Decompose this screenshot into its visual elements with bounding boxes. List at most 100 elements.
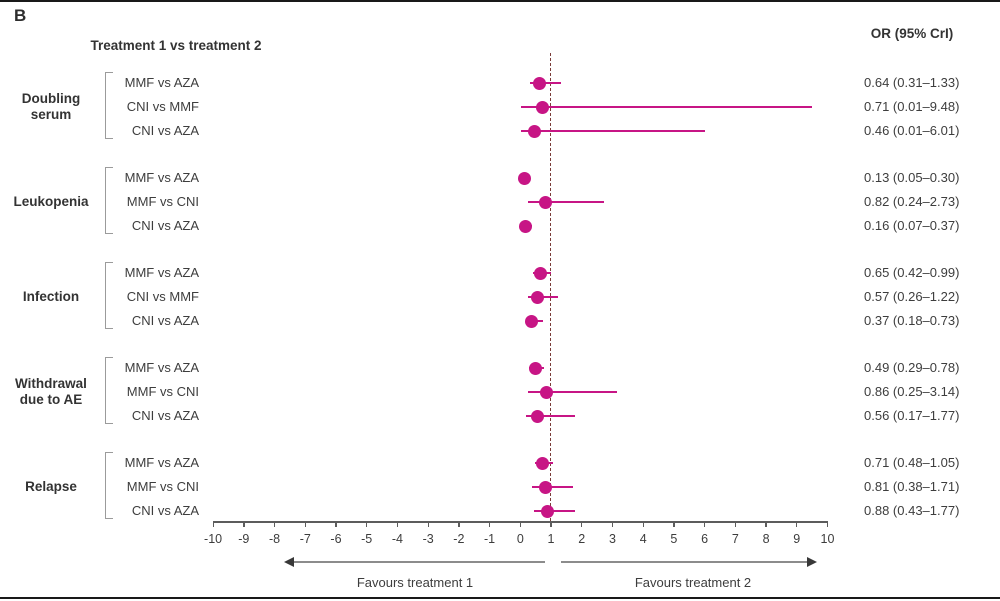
odds-ratio-point-marker xyxy=(517,171,531,185)
outcome-group-label: Infection xyxy=(22,289,80,304)
odds-ratio-point-marker xyxy=(531,290,545,304)
x-axis-tick xyxy=(488,521,491,527)
credible-interval-line xyxy=(525,415,575,417)
x-axis-tick-label: 10 xyxy=(820,532,835,546)
x-axis-tick-label: -7 xyxy=(299,532,311,546)
x-axis-tick xyxy=(335,521,337,527)
x-axis-tick xyxy=(243,521,245,527)
x-axis-tick-label: -2 xyxy=(453,532,465,546)
odds-ratio-point-marker xyxy=(527,124,541,138)
comparison-row-label: MMF vs AZA xyxy=(124,360,199,375)
odds-ratio-point-marker xyxy=(538,195,552,209)
comparison-row-label: CNI vs AZA xyxy=(131,218,199,233)
credible-interval-line xyxy=(520,106,812,108)
favours-right-arrow-line xyxy=(561,561,807,563)
comparison-row-label: MMF vs AZA xyxy=(124,265,199,280)
favours-left-arrowhead-icon xyxy=(284,557,294,567)
x-axis-tick xyxy=(642,521,644,527)
or-ci-value: 0.88 (0.43–1.77) xyxy=(864,503,960,518)
credible-interval-line xyxy=(527,201,605,203)
comparison-row-label: CNI vs AZA xyxy=(131,313,199,328)
x-axis-tick-label: -9 xyxy=(238,532,250,546)
or-ci-value: 0.64 (0.31–1.33) xyxy=(864,75,960,90)
or-ci-value: 0.56 (0.17–1.77) xyxy=(864,408,960,423)
comparison-row-label: CNI vs MMF xyxy=(126,99,199,114)
x-axis-tick-label: -5 xyxy=(361,532,373,546)
group-bracket xyxy=(105,167,113,234)
group-bracket xyxy=(105,452,113,519)
or-ci-value: 0.71 (0.48–1.05) xyxy=(864,455,960,470)
x-axis-tick-label: 1 xyxy=(547,532,555,546)
credible-interval-line xyxy=(533,510,575,512)
x-axis-tick-label: -3 xyxy=(422,532,434,546)
outcome-group-label: Relapse xyxy=(25,479,77,494)
comparison-row-label: CNI vs AZA xyxy=(131,123,199,138)
x-axis-tick-label: 6 xyxy=(701,532,709,546)
odds-ratio-point-marker xyxy=(531,409,544,423)
odds-ratio-point-marker xyxy=(528,361,542,375)
x-axis-tick xyxy=(519,521,521,527)
odds-ratio-point-marker xyxy=(533,266,547,280)
x-axis-tick-label: 4 xyxy=(639,532,647,546)
comparison-row-label: MMF vs AZA xyxy=(124,75,199,90)
top-border-rule xyxy=(0,0,1000,2)
favours-left-arrow-line xyxy=(292,561,545,563)
favours-right-arrowhead-icon xyxy=(807,557,817,567)
or-ci-value: 0.81 (0.38–1.71) xyxy=(864,479,960,494)
favours-treatment-1-label: Favours treatment 1 xyxy=(356,575,474,590)
odds-ratio-point-marker xyxy=(525,314,539,328)
odds-ratio-point-marker xyxy=(533,76,547,90)
comparison-row-label: CNI vs AZA xyxy=(131,503,199,518)
x-axis-tick-label: 2 xyxy=(578,532,586,546)
x-axis-tick xyxy=(304,521,306,527)
comparison-row-label: CNI vs MMF xyxy=(126,289,199,304)
x-axis-tick-label: -8 xyxy=(268,532,281,546)
or-ci-value: 0.82 (0.24–2.73) xyxy=(864,194,960,209)
odds-ratio-point-marker xyxy=(535,456,549,470)
comparison-row-label: MMF vs CNI xyxy=(126,479,199,494)
or-column-header: OR (95% CrI) xyxy=(870,26,954,41)
group-bracket xyxy=(105,357,113,424)
x-axis-tick xyxy=(826,521,829,527)
x-axis-tick-label: 0 xyxy=(516,532,524,546)
or-ci-value: 0.16 (0.07–0.37) xyxy=(864,218,960,233)
x-axis-tick xyxy=(704,521,706,527)
outcome-group-label: Withdrawal due to AE xyxy=(15,376,87,407)
bottom-border-rule xyxy=(0,597,1000,599)
x-axis-tick xyxy=(458,521,460,527)
comparison-row-label: MMF vs AZA xyxy=(124,170,199,185)
outcome-group-label: Leukopenia xyxy=(13,194,89,209)
credible-interval-line xyxy=(527,391,617,393)
credible-interval-line xyxy=(520,130,705,132)
or-ci-value: 0.57 (0.26–1.22) xyxy=(864,289,960,304)
group-bracket xyxy=(105,72,113,139)
x-axis-tick-label: -6 xyxy=(330,532,342,546)
or-ci-value: 0.49 (0.29–0.78) xyxy=(864,360,960,375)
comparison-row-label: CNI vs AZA xyxy=(131,408,199,423)
outcome-group-label: Doubling serum xyxy=(21,91,81,122)
or-ci-value: 0.13 (0.05–0.30) xyxy=(864,170,960,185)
comparison-row-label: MMF vs AZA xyxy=(124,455,199,470)
or-ci-value: 0.71 (0.01–9.48) xyxy=(864,99,960,114)
x-axis-tick-label: 9 xyxy=(793,532,801,546)
x-axis-tick xyxy=(366,521,368,527)
reference-line-or-1 xyxy=(550,53,552,521)
odds-ratio-point-marker xyxy=(538,480,552,494)
odds-ratio-point-marker xyxy=(540,504,554,518)
favours-treatment-2-label: Favours treatment 2 xyxy=(634,575,752,590)
x-axis-tick xyxy=(427,521,429,527)
x-axis-tick xyxy=(673,521,675,527)
x-axis-tick xyxy=(273,521,276,527)
panel-label: B xyxy=(14,6,27,25)
or-ci-value: 0.86 (0.25–3.14) xyxy=(864,384,960,399)
x-axis-tick-label: -1 xyxy=(484,532,496,546)
group-bracket xyxy=(105,262,113,329)
x-axis-tick xyxy=(765,521,767,527)
comparison-column-header: Treatment 1 vs treatment 2 xyxy=(90,38,262,53)
x-axis-tick xyxy=(396,521,399,527)
x-axis-tick xyxy=(550,521,552,527)
x-axis-tick-label: 7 xyxy=(731,532,739,546)
comparison-row-label: MMF vs CNI xyxy=(126,384,199,399)
x-axis-tick xyxy=(581,521,583,527)
